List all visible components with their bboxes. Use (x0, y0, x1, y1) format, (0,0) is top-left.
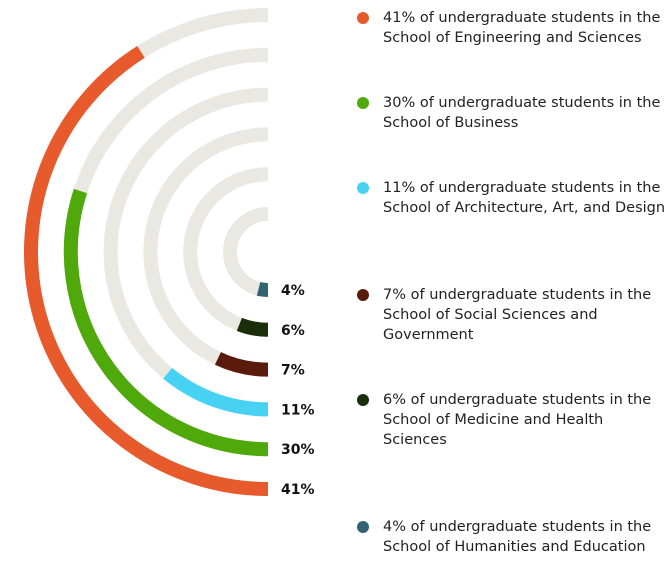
value-label: 11% (281, 402, 315, 418)
legend-entry: 11% of undergraduate students in the Sch… (383, 180, 666, 216)
legend-entry: 6% of undergraduate students in the Scho… (383, 392, 652, 448)
legend-marker (357, 394, 369, 406)
legend-marker (357, 97, 369, 109)
value-label: 41% (281, 482, 315, 498)
legend-entry: 7% of undergraduate students in the Scho… (383, 287, 652, 343)
legend-entry: 30% of undergraduate students in the Sch… (383, 95, 661, 131)
arc-bar (63, 188, 269, 457)
legend-marker (357, 12, 369, 24)
value-label: 4% (281, 283, 305, 299)
arc-bar (214, 351, 269, 377)
track (63, 47, 269, 457)
arc-bar (24, 45, 269, 496)
legend-entry: 41% of undergraduate students in the Sch… (383, 10, 661, 46)
value-label: 7% (281, 363, 305, 379)
track (143, 127, 269, 377)
value-label: 6% (281, 323, 305, 339)
track (183, 167, 269, 337)
arc-bar (236, 317, 269, 337)
legend-marker (357, 182, 369, 194)
track (222, 207, 269, 297)
arc-bar (256, 281, 269, 297)
legend-marker (357, 289, 369, 301)
arc-bar (163, 367, 269, 417)
value-label: 30% (281, 442, 315, 458)
legend-marker (357, 521, 369, 533)
legend-entry: 4% of undergraduate students in the Scho… (383, 519, 652, 555)
